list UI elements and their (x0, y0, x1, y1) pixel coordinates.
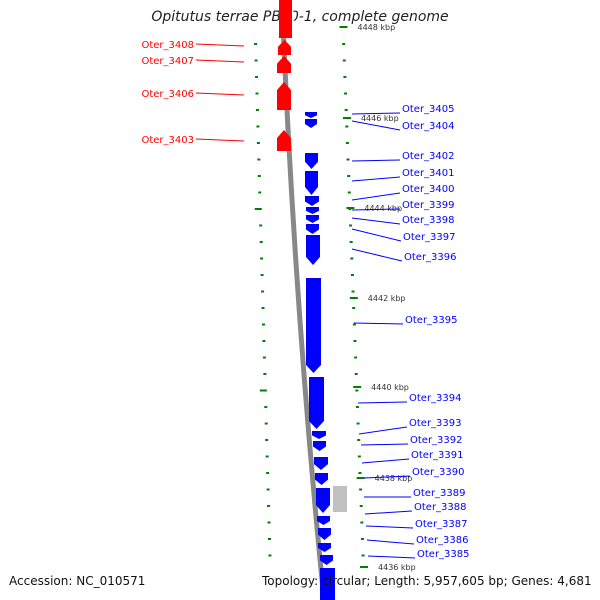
reverse-gene-arrow (305, 171, 318, 195)
other-feature (333, 486, 347, 512)
reverse-gene-arrow (309, 377, 324, 429)
reverse-gene-label: Oter_3404 (402, 121, 455, 132)
reverse-label-leader (351, 248, 403, 262)
reverse-gene-arrow (306, 235, 320, 265)
reverse-gene-label: Oter_3398 (402, 215, 455, 226)
forward-gene-arrow (277, 82, 291, 110)
reverse-gene-arrow (305, 112, 317, 118)
forward-label-leader (195, 138, 245, 142)
reverse-label-leader (351, 228, 402, 242)
reverse-gene-arrow (318, 528, 331, 540)
reverse-gene-label: Oter_3391 (411, 450, 464, 461)
forward-gene-arrow (279, 0, 292, 38)
reverse-gene-arrow (320, 555, 333, 565)
kbp-label: 4436 kbp (378, 563, 416, 572)
label-layer: Oter_3408 Oter_3407 Oter_3406 Oter_3403 Oter… (141, 40, 469, 560)
forward-label-leader (195, 59, 245, 63)
reverse-label-leader (363, 475, 411, 479)
reverse-gene-arrow (315, 473, 328, 485)
reverse-gene-arrow (316, 488, 330, 513)
reverse-gene-arrow (312, 431, 326, 439)
reverse-gene-arrow (320, 568, 335, 600)
reverse-gene-label: Oter_3402 (402, 151, 455, 162)
reverse-gene-arrow (306, 215, 319, 223)
reverse-gene-label: Oter_3386 (416, 535, 469, 546)
reverse-gene-arrow (306, 278, 321, 373)
reverse-gene-label: Oter_3388 (414, 502, 467, 513)
reverse-gene-arrow (313, 441, 326, 451)
kbp-label: 4440 kbp (371, 383, 409, 392)
reverse-gene-label: Oter_3389 (413, 488, 466, 499)
forward-gene-label: Oter_3407 (141, 56, 194, 67)
reverse-gene-label: Oter_3393 (409, 418, 462, 429)
reverse-label-leader (353, 322, 404, 325)
forward-gene-arrow (278, 40, 291, 55)
reverse-label-leader (351, 176, 401, 182)
reverse-gene-arrow (305, 119, 317, 128)
reverse-label-leader (358, 426, 408, 435)
forward-gene-arrow (277, 130, 291, 151)
reverse-label-leader (360, 443, 409, 446)
forward-label-leader (195, 43, 245, 47)
reverse-label-leader (357, 401, 408, 404)
gene-layer (277, 0, 347, 600)
reverse-label-leader (351, 217, 401, 225)
reverse-label-leader (351, 208, 401, 211)
outer-ticks: 4448 kbp 4446 kbp 4444 kbp 4442 kbp 4440 kbp… (339, 23, 416, 572)
reverse-label-leader (367, 555, 416, 559)
kbp-label: 4438 kbp (375, 474, 413, 483)
reverse-gene-label: Oter_3396 (404, 252, 457, 263)
accession-text: Accession: NC_010571 (9, 574, 146, 588)
reverse-label-leader (366, 539, 415, 545)
reverse-gene-arrow (317, 516, 330, 525)
summary-text: Topology: circular; Length: 5,957,605 bp… (262, 574, 592, 588)
reverse-label-leader (351, 120, 401, 131)
reverse-gene-label: Oter_3397 (403, 232, 456, 243)
reverse-gene-arrow (305, 153, 318, 169)
forward-gene-label: Oter_3408 (141, 40, 194, 51)
kbp-label: 4444 kbp (364, 204, 402, 213)
reverse-label-leader (361, 458, 410, 464)
kbp-label: 4442 kbp (368, 294, 406, 303)
reverse-gene-label: Oter_3395 (405, 315, 458, 326)
reverse-gene-arrow (318, 543, 331, 552)
inner-ticks (254, 43, 272, 557)
forward-gene-label: Oter_3406 (141, 89, 194, 100)
reverse-gene-arrow (305, 196, 319, 206)
reverse-gene-label: Oter_3399 (402, 200, 455, 211)
reverse-gene-label: Oter_3392 (410, 435, 463, 446)
reverse-gene-arrow (306, 207, 319, 214)
kbp-label: 4446 kbp (361, 114, 399, 123)
reverse-label-leader (364, 510, 413, 515)
reverse-gene-label: Oter_3405 (402, 104, 455, 115)
map-title: Opitutus terrae PB90-1, complete genome (151, 9, 449, 25)
forward-gene-arrow (277, 56, 291, 73)
reverse-label-leader (351, 112, 401, 115)
reverse-label-leader (351, 192, 401, 201)
reverse-gene-arrow (314, 457, 328, 470)
reverse-gene-label: Oter_3401 (402, 168, 455, 179)
reverse-gene-label: Oter_3394 (409, 393, 462, 404)
kbp-label: 4448 kbp (358, 23, 396, 32)
reverse-label-leader (351, 159, 401, 162)
reverse-gene-label: Oter_3390 (412, 467, 465, 478)
forward-label-leader (195, 92, 245, 96)
reverse-gene-label: Oter_3387 (415, 519, 468, 530)
forward-gene-label: Oter_3403 (141, 135, 194, 146)
reverse-gene-label: Oter_3400 (402, 184, 455, 195)
reverse-gene-arrow (306, 224, 319, 234)
reverse-gene-label: Oter_3385 (417, 549, 470, 560)
reverse-label-leader (365, 525, 414, 529)
